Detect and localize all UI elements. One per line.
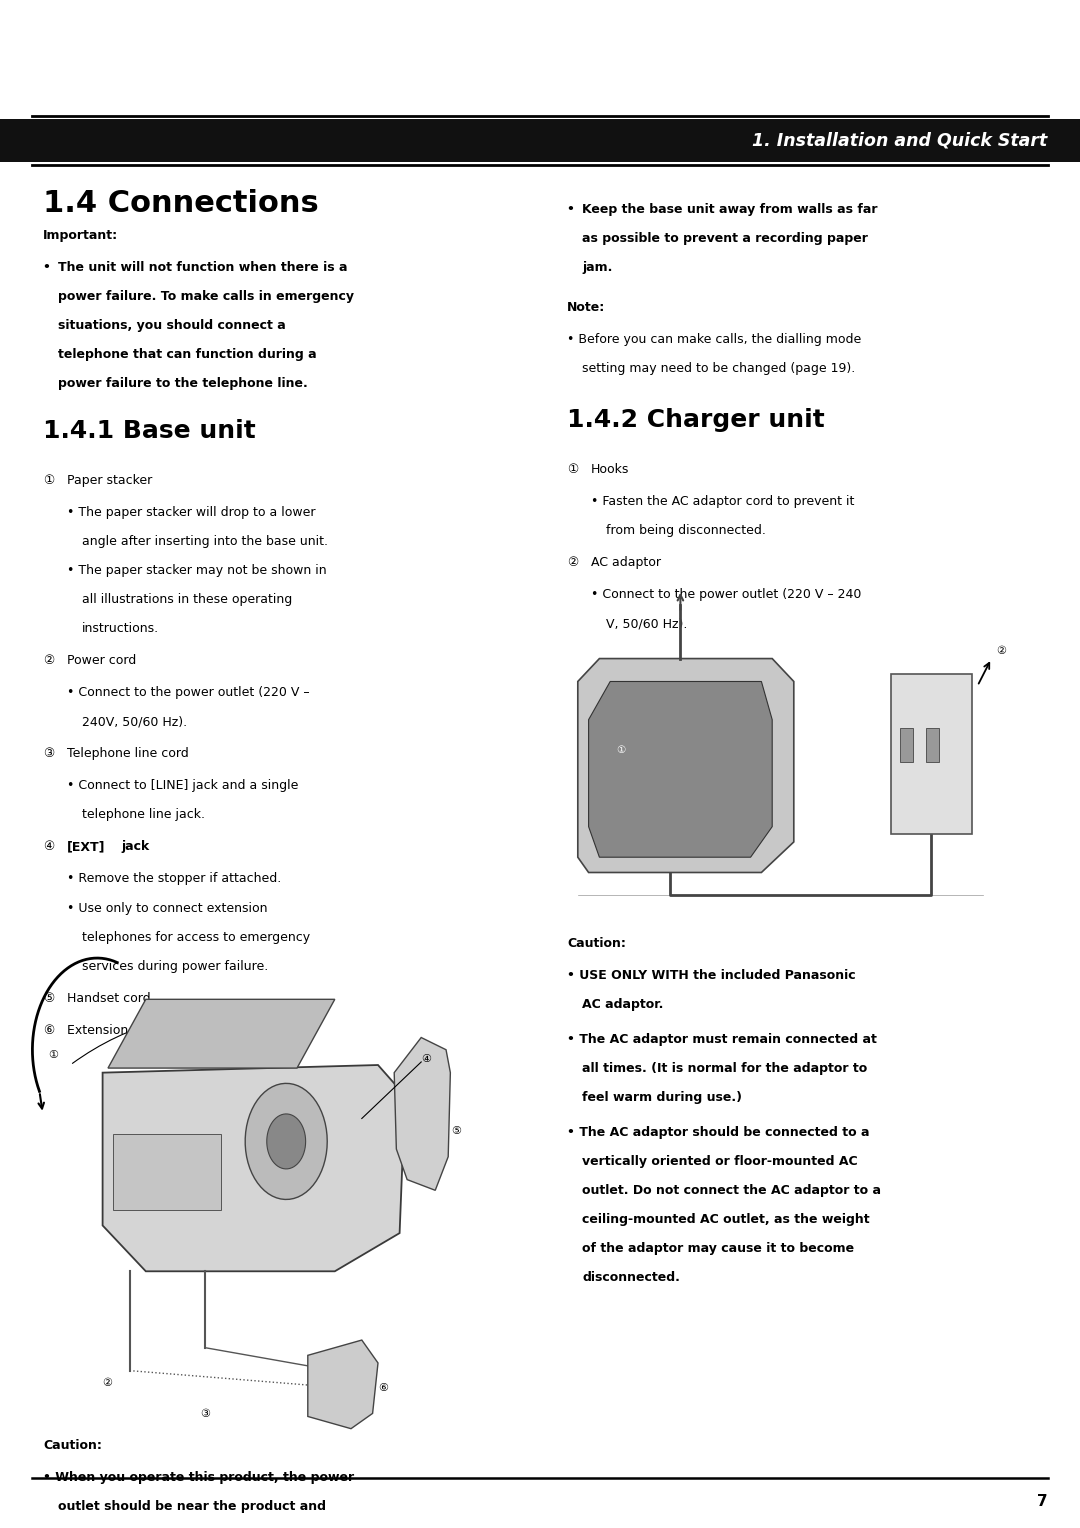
FancyBboxPatch shape	[900, 729, 913, 762]
Text: telephone line jack.: telephone line jack.	[82, 808, 205, 822]
Polygon shape	[103, 1065, 405, 1271]
Polygon shape	[578, 659, 794, 872]
Text: [EXT]: [EXT]	[67, 840, 106, 854]
Text: all times. (It is normal for the adaptor to: all times. (It is normal for the adaptor…	[582, 1062, 867, 1076]
Polygon shape	[394, 1038, 450, 1190]
Text: Note:: Note:	[567, 301, 605, 315]
Text: • USE ONLY WITH the included Panasonic: • USE ONLY WITH the included Panasonic	[567, 969, 855, 983]
Text: ⑥: ⑥	[378, 1383, 388, 1394]
Text: ④: ④	[43, 840, 54, 854]
Text: ③: ③	[200, 1409, 210, 1420]
Text: jam.: jam.	[582, 261, 612, 275]
Text: ②: ②	[996, 645, 1005, 656]
Text: •: •	[567, 203, 579, 217]
Text: ⑤: ⑤	[43, 992, 54, 1005]
Text: • Use only to connect extension: • Use only to connect extension	[67, 902, 268, 915]
Polygon shape	[308, 1340, 378, 1429]
Text: • Fasten the AC adaptor cord to prevent it: • Fasten the AC adaptor cord to prevent …	[591, 495, 854, 509]
FancyBboxPatch shape	[926, 729, 939, 762]
Text: ②: ②	[43, 654, 54, 668]
Text: ceiling-mounted AC outlet, as the weight: ceiling-mounted AC outlet, as the weight	[582, 1213, 869, 1227]
FancyBboxPatch shape	[891, 674, 972, 834]
Text: ⑤: ⑤	[451, 1126, 461, 1137]
Text: ①: ①	[49, 1050, 58, 1060]
Text: outlet should be near the product and: outlet should be near the product and	[58, 1500, 326, 1514]
Text: 1.4 Connections: 1.4 Connections	[43, 189, 319, 219]
Text: power failure. To make calls in emergency: power failure. To make calls in emergenc…	[58, 290, 354, 304]
Polygon shape	[589, 681, 772, 857]
Text: as possible to prevent a recording paper: as possible to prevent a recording paper	[582, 232, 868, 246]
Text: ④: ④	[421, 1054, 431, 1065]
Text: feel warm during use.): feel warm during use.)	[582, 1091, 742, 1105]
Text: Telephone line cord: Telephone line cord	[67, 747, 189, 761]
Text: ⑥: ⑥	[43, 1024, 54, 1038]
Text: Paper stacker: Paper stacker	[67, 474, 152, 487]
Text: ②: ②	[103, 1378, 112, 1389]
Text: outlet. Do not connect the AC adaptor to a: outlet. Do not connect the AC adaptor to…	[582, 1184, 881, 1198]
Text: ③: ③	[43, 747, 54, 761]
Text: 1.4.1 Base unit: 1.4.1 Base unit	[43, 419, 256, 443]
Text: Keep the base unit away from walls as far: Keep the base unit away from walls as fa…	[582, 203, 878, 217]
Text: 240V, 50/60 Hz).: 240V, 50/60 Hz).	[82, 715, 187, 729]
Text: Extension telephone (not included): Extension telephone (not included)	[67, 1024, 286, 1038]
Text: 1. Installation and Quick Start: 1. Installation and Quick Start	[753, 131, 1048, 150]
Text: • The paper stacker may not be shown in: • The paper stacker may not be shown in	[67, 564, 326, 578]
Text: AC adaptor: AC adaptor	[591, 556, 661, 570]
Text: setting may need to be changed (page 19).: setting may need to be changed (page 19)…	[582, 362, 855, 376]
Text: 7: 7	[1037, 1494, 1048, 1510]
FancyBboxPatch shape	[0, 119, 1080, 162]
Text: situations, you should connect a: situations, you should connect a	[58, 319, 286, 333]
Text: vertically oriented or floor-mounted AC: vertically oriented or floor-mounted AC	[582, 1155, 858, 1169]
Text: Handset cord: Handset cord	[67, 992, 150, 1005]
Text: ②: ②	[567, 556, 578, 570]
Polygon shape	[245, 1083, 327, 1199]
Text: 1.4.2 Charger unit: 1.4.2 Charger unit	[567, 408, 825, 432]
Text: all illustrations in these operating: all illustrations in these operating	[82, 593, 293, 607]
Text: jack: jack	[121, 840, 149, 854]
Text: • When you operate this product, the power: • When you operate this product, the pow…	[43, 1471, 354, 1485]
Text: • Connect to the power outlet (220 V –: • Connect to the power outlet (220 V –	[67, 686, 310, 700]
Text: Hooks: Hooks	[591, 463, 630, 477]
Text: power failure to the telephone line.: power failure to the telephone line.	[58, 377, 308, 391]
Text: services during power failure.: services during power failure.	[82, 960, 268, 973]
Text: • Connect to [LINE] jack and a single: • Connect to [LINE] jack and a single	[67, 779, 298, 793]
Text: ①: ①	[567, 463, 578, 477]
Text: • The AC adaptor must remain connected at: • The AC adaptor must remain connected a…	[567, 1033, 877, 1047]
Text: Power cord: Power cord	[67, 654, 136, 668]
Text: • Before you can make calls, the dialling mode: • Before you can make calls, the diallin…	[567, 333, 861, 347]
Text: Caution:: Caution:	[43, 1439, 103, 1453]
Text: Important:: Important:	[43, 229, 119, 243]
Polygon shape	[108, 999, 335, 1068]
Polygon shape	[267, 1114, 306, 1169]
Text: •: •	[43, 261, 55, 275]
Text: telephone that can function during a: telephone that can function during a	[58, 348, 316, 362]
Text: ①: ①	[43, 474, 54, 487]
Text: from being disconnected.: from being disconnected.	[606, 524, 766, 538]
Text: Caution:: Caution:	[567, 937, 626, 950]
Text: ①: ①	[617, 746, 625, 755]
Text: • The paper stacker will drop to a lower: • The paper stacker will drop to a lower	[67, 506, 315, 520]
Text: of the adaptor may cause it to become: of the adaptor may cause it to become	[582, 1242, 854, 1256]
Text: angle after inserting into the base unit.: angle after inserting into the base unit…	[82, 535, 328, 549]
Text: • Remove the stopper if attached.: • Remove the stopper if attached.	[67, 872, 281, 886]
Text: The unit will not function when there is a: The unit will not function when there is…	[58, 261, 348, 275]
Text: • Connect to the power outlet (220 V – 240: • Connect to the power outlet (220 V – 2…	[591, 588, 861, 602]
Text: instructions.: instructions.	[82, 622, 159, 636]
Text: • The AC adaptor should be connected to a: • The AC adaptor should be connected to …	[567, 1126, 869, 1140]
Text: AC adaptor.: AC adaptor.	[582, 998, 663, 1012]
Text: V, 50/60 Hz).: V, 50/60 Hz).	[606, 617, 687, 631]
Text: telephones for access to emergency: telephones for access to emergency	[82, 931, 310, 944]
Text: disconnected.: disconnected.	[582, 1271, 680, 1285]
FancyBboxPatch shape	[113, 1134, 221, 1210]
